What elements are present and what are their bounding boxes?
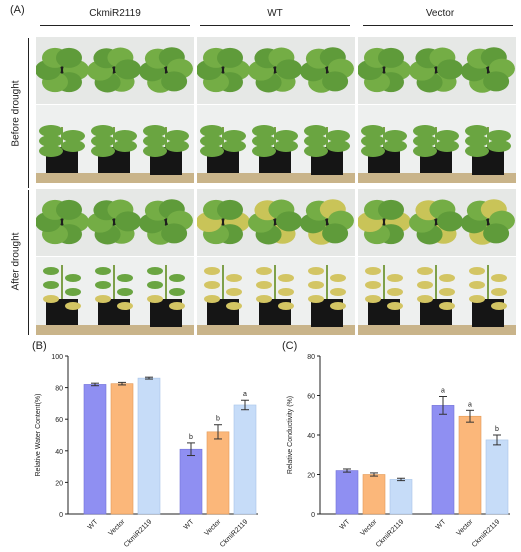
y-tick-label: 100 (51, 354, 63, 361)
photo-before-top-ckmir2119 (36, 37, 194, 104)
x-tick-label: Vector (359, 518, 378, 537)
bar-ckmir2119 (137, 377, 161, 515)
x-tick-label: WT (339, 518, 352, 531)
y-tick-label: 20 (307, 473, 315, 480)
bar-wt (431, 405, 455, 515)
significance-letter: b (495, 426, 499, 433)
panel-a-label: (A) (10, 4, 25, 16)
significance-letter: b (216, 416, 220, 423)
photo-after-top-wt (197, 189, 355, 256)
photo-after-top-ckmir2119 (36, 189, 194, 256)
row-bracket-after (28, 190, 29, 335)
photo-after-top-vector (358, 189, 516, 256)
y-tick-label: 80 (55, 386, 63, 393)
photo-before-top-vector (358, 37, 516, 104)
x-tick-label: Vector (455, 518, 474, 537)
chart-relative-conductivity: 0 20 40 60 80 Relative Conductivity (%) WT Vect… (280, 342, 518, 549)
y-tick-label: 0 (311, 512, 315, 519)
bar-ckmir2119 (485, 439, 509, 515)
bar-wt (83, 384, 107, 515)
y-axis-label: Relative Water Content(%) (35, 394, 42, 477)
x-tick-label: WT (435, 518, 448, 531)
column-line-ckmir2119 (40, 25, 190, 26)
photo-after-side-ckmir2119 (36, 257, 194, 335)
photo-before-top-wt (197, 37, 355, 104)
chart-b-svg: 0 20 40 60 80 100 Relative Water Content(%) WT V… (35, 354, 258, 549)
bar-vector (110, 383, 134, 515)
photo-after-side-wt (197, 257, 355, 335)
y-tick-label: 60 (307, 394, 315, 401)
y-tick-label: 80 (307, 354, 315, 361)
x-tick-label: CkmiR2119 (375, 518, 406, 547)
column-line-vector (363, 25, 513, 26)
significance-letter: a (468, 401, 472, 408)
x-tick-label: CkmiR2119 (471, 518, 502, 547)
column-title-vector: Vector (425, 8, 455, 19)
row-label-after-drought: After drought (10, 232, 22, 291)
panel-b-label: (B) (32, 340, 47, 352)
x-tick-label: WT (183, 518, 196, 531)
x-tick-label: WT (87, 518, 100, 531)
chart-c-svg: 0 20 40 60 80 Relative Conductivity (%) WT Vect… (287, 354, 510, 549)
photo-after-side-vector (358, 257, 516, 335)
bar-vector (458, 415, 482, 515)
x-tick-label: Vector (203, 518, 222, 537)
x-tick-label: Vector (107, 518, 126, 537)
y-tick-label: 0 (59, 512, 63, 519)
x-tick-label: CkmiR2119 (123, 518, 154, 547)
significance-letter: a (243, 391, 247, 398)
y-tick-label: 40 (307, 433, 315, 440)
bar-ckmir2119 (389, 479, 413, 515)
panel-c-label: (C) (282, 340, 298, 352)
row-label-before-drought: Before drought (10, 80, 22, 147)
column-title-ckmir2119: CkmiR2119 (89, 8, 141, 19)
y-tick-label: 40 (55, 449, 63, 456)
column-line-wt (200, 25, 350, 26)
x-tick-label: CkmiR2119 (219, 518, 250, 547)
row-bracket-before (28, 38, 29, 188)
y-axis-label: Relative Conductivity (%) (287, 396, 294, 474)
y-tick-label: 20 (55, 480, 63, 487)
photo-before-side-vector (358, 105, 516, 183)
significance-letter: b (189, 434, 193, 441)
bar-vector (206, 431, 230, 515)
bar-vector (362, 474, 386, 515)
bar-wt (335, 470, 359, 515)
photo-before-side-wt (197, 105, 355, 183)
column-title-wt: WT (267, 8, 283, 19)
y-tick-label: 60 (55, 417, 63, 424)
photo-before-side-ckmir2119 (36, 105, 194, 183)
bar-wt (179, 448, 203, 515)
significance-letter: a (441, 387, 445, 394)
bar-ckmir2119 (233, 404, 257, 515)
chart-relative-water-content: 0 20 40 60 80 100 Relative Water Content(%) WT V… (28, 342, 266, 549)
